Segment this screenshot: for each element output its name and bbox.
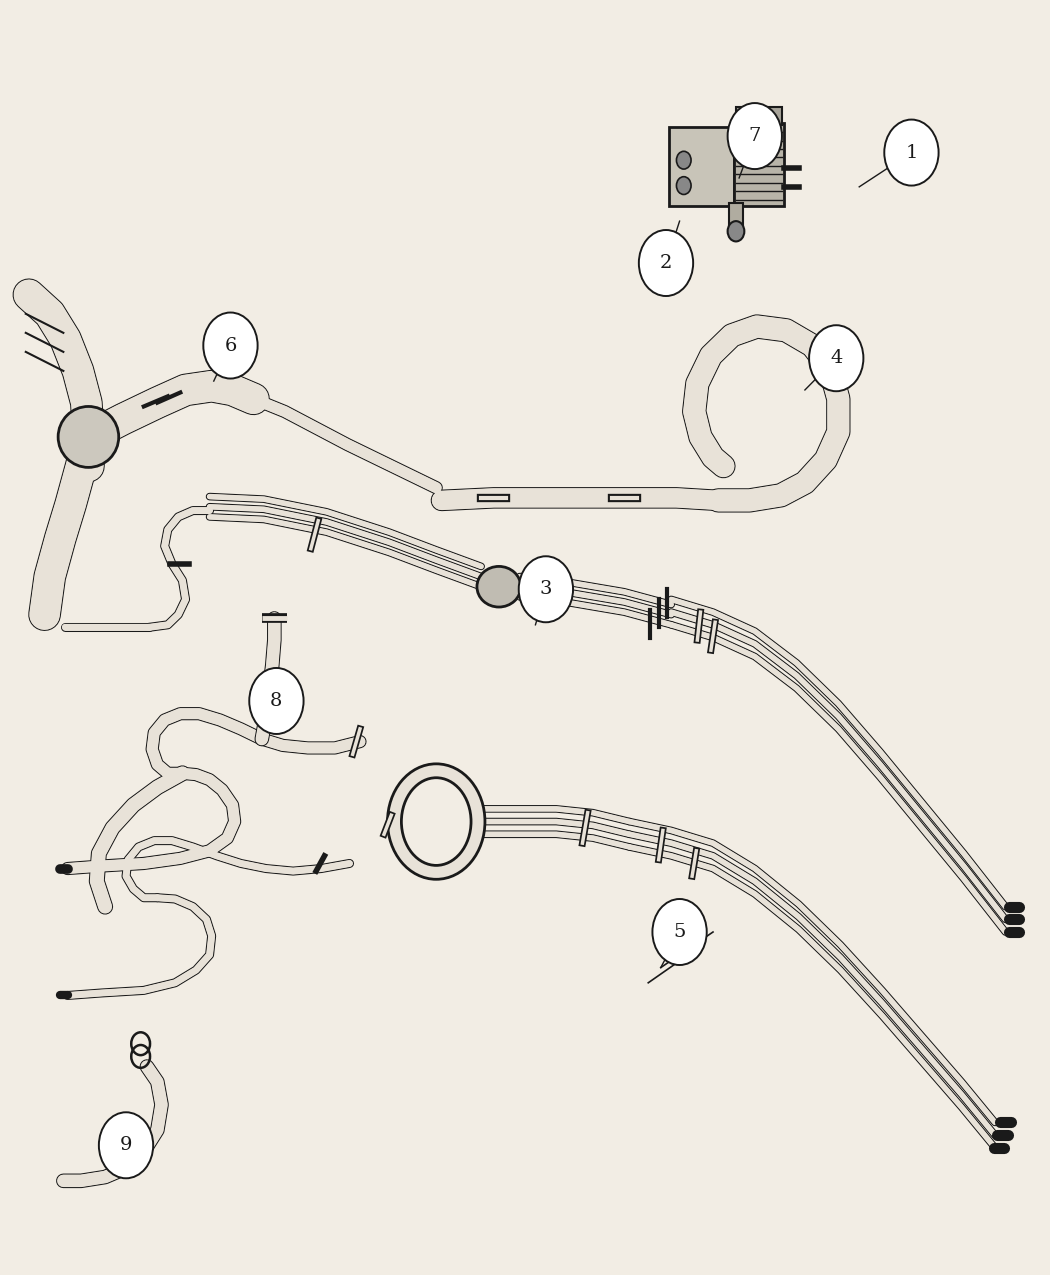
- Text: 7: 7: [749, 128, 761, 145]
- Text: 1: 1: [905, 144, 918, 162]
- FancyBboxPatch shape: [736, 107, 782, 125]
- Circle shape: [728, 103, 782, 170]
- Text: 4: 4: [831, 349, 842, 367]
- Ellipse shape: [58, 407, 119, 468]
- Circle shape: [249, 668, 303, 734]
- Text: 5: 5: [673, 923, 686, 941]
- Text: 8: 8: [270, 692, 282, 710]
- Text: 3: 3: [540, 580, 552, 598]
- Circle shape: [884, 120, 939, 186]
- Text: 6: 6: [225, 337, 236, 354]
- Circle shape: [638, 230, 693, 296]
- Text: 2: 2: [659, 254, 672, 272]
- Circle shape: [676, 152, 691, 170]
- Circle shape: [810, 325, 863, 391]
- Ellipse shape: [477, 566, 521, 607]
- Circle shape: [519, 556, 573, 622]
- Circle shape: [204, 312, 257, 379]
- Circle shape: [395, 771, 478, 872]
- Circle shape: [676, 177, 691, 195]
- FancyBboxPatch shape: [734, 124, 784, 205]
- FancyBboxPatch shape: [669, 128, 734, 205]
- Circle shape: [652, 899, 707, 965]
- Text: 9: 9: [120, 1136, 132, 1154]
- Circle shape: [99, 1112, 153, 1178]
- Circle shape: [728, 221, 744, 241]
- FancyBboxPatch shape: [729, 203, 743, 226]
